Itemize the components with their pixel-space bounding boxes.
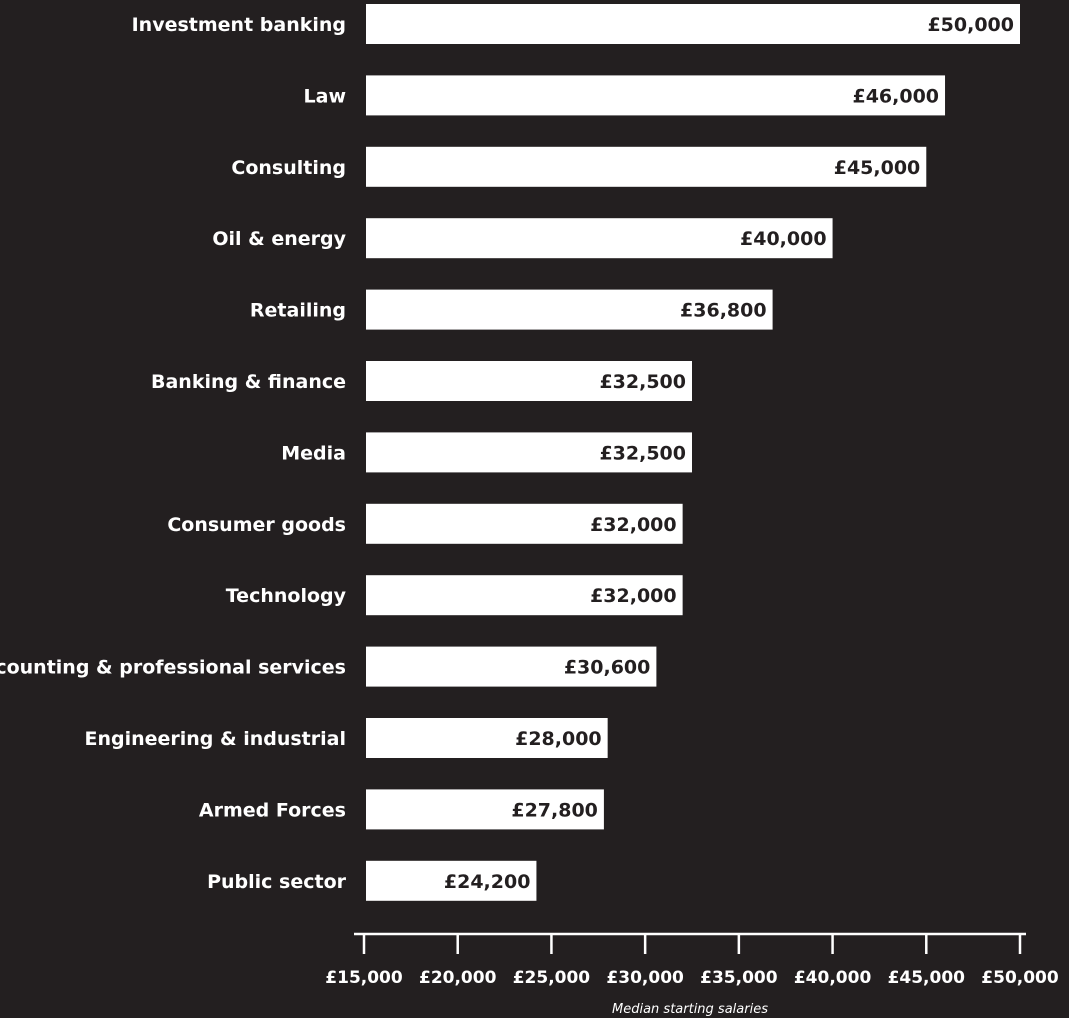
- category-label: Accounting & professional services: [0, 657, 346, 679]
- x-axis-title: Median starting salaries: [612, 1002, 768, 1017]
- x-tick-label: £50,000: [981, 968, 1059, 988]
- category-label: Public sector: [207, 871, 347, 893]
- bar: [366, 432, 692, 473]
- category-label: Technology: [226, 585, 347, 607]
- category-label: Banking & finance: [151, 371, 346, 393]
- value-label: £24,200: [444, 871, 531, 893]
- category-label: Media: [281, 442, 346, 464]
- value-label: £46,000: [852, 85, 939, 107]
- x-tick-label: £30,000: [606, 968, 684, 988]
- bar: [366, 646, 657, 687]
- category-label: Consumer goods: [167, 514, 346, 536]
- value-label: £28,000: [515, 728, 602, 750]
- value-label: £50,000: [927, 14, 1014, 36]
- value-label: £32,500: [599, 442, 686, 464]
- x-tick-label: £15,000: [325, 968, 403, 988]
- value-label: £45,000: [834, 157, 921, 179]
- value-label: £30,600: [564, 657, 651, 679]
- bar: [366, 860, 537, 901]
- category-label: Investment banking: [132, 14, 346, 36]
- category-label: Armed Forces: [199, 799, 346, 821]
- x-tick-label: £40,000: [794, 968, 872, 988]
- bar: [366, 361, 692, 401]
- value-label: £32,000: [590, 585, 677, 607]
- x-tick-label: £35,000: [700, 968, 778, 988]
- category-label: Engineering & industrial: [84, 728, 346, 750]
- bar: [366, 575, 683, 616]
- category-label: Consulting: [231, 157, 346, 179]
- value-label: £40,000: [740, 228, 827, 250]
- category-label: Retailing: [250, 300, 346, 322]
- bar: [366, 75, 946, 116]
- bar: [366, 146, 927, 187]
- bar: [366, 4, 1020, 44]
- value-label: £32,500: [599, 371, 686, 393]
- value-label: £32,000: [590, 514, 677, 536]
- x-tick-label: £25,000: [513, 968, 591, 988]
- bar: [366, 218, 833, 259]
- category-label: Law: [304, 85, 346, 107]
- value-label: £27,800: [511, 799, 598, 821]
- value-label: £36,800: [680, 300, 767, 322]
- x-tick-label: £20,000: [419, 968, 497, 988]
- bar: [366, 789, 604, 830]
- x-axis: £15,000 £20,000 £25,000 £30,000 £35,000 £40,0…: [325, 932, 1059, 988]
- bars-layer: Investment banking £50,000 Law £46,000 Consu…: [0, 4, 1020, 901]
- x-tick-label: £45,000: [888, 968, 966, 988]
- bar: [366, 289, 773, 330]
- bar: [366, 718, 608, 758]
- category-label: Oil & energy: [212, 228, 346, 250]
- bar: [366, 503, 683, 544]
